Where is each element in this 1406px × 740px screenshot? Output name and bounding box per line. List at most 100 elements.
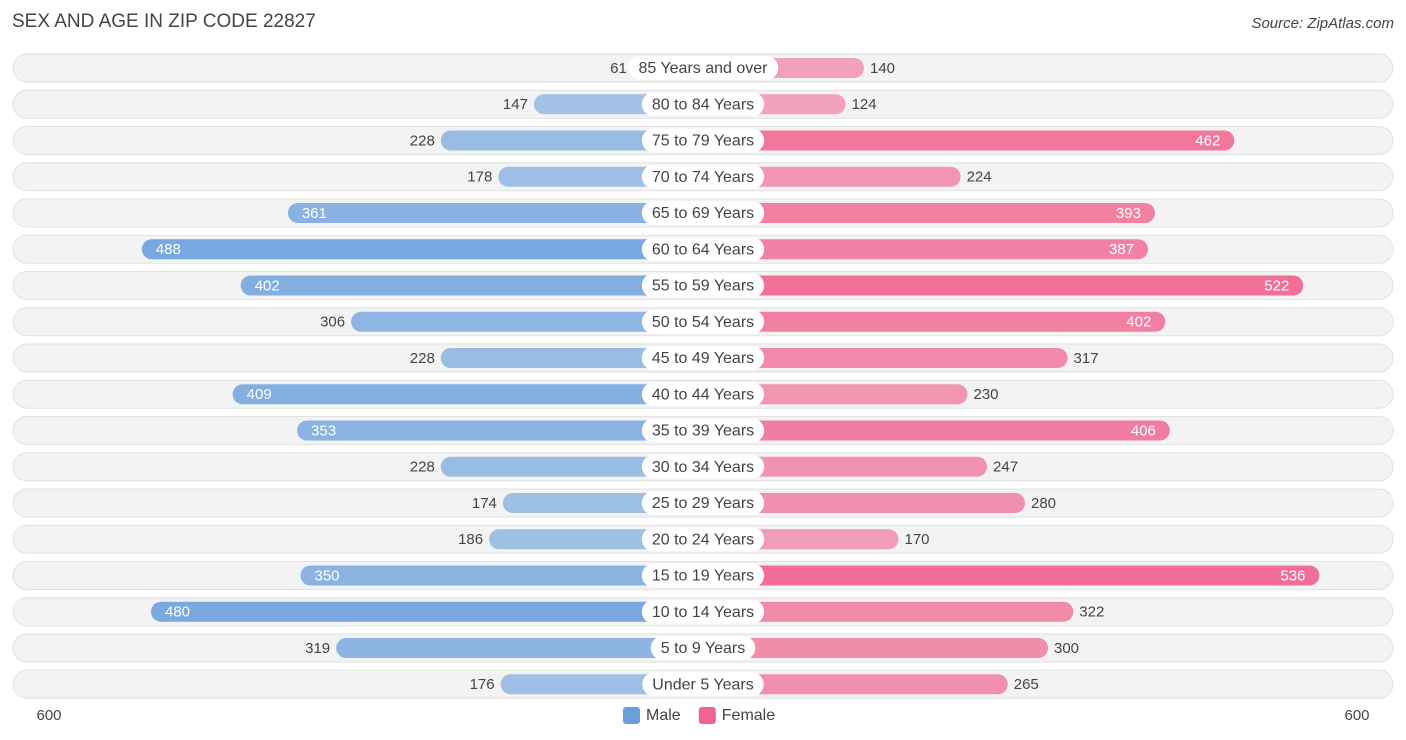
bar [703, 674, 1008, 695]
value-label: 393 [1116, 205, 1141, 222]
category-pill [642, 672, 764, 697]
legend-label: Female [722, 707, 775, 724]
category-pill [641, 418, 765, 443]
legend-swatch [698, 707, 716, 724]
value-label: 228 [410, 350, 435, 367]
value-label: 224 [967, 169, 992, 186]
value-label: 170 [905, 531, 930, 548]
category-label: 25 to 29 Years [652, 495, 754, 512]
category-pill [641, 273, 765, 298]
bar [703, 239, 1149, 260]
source: Source: ZipAtlas.com [1251, 15, 1394, 32]
category-label: 50 to 54 Years [652, 314, 754, 331]
value-label: 247 [993, 459, 1018, 476]
chart-title: SEX AND AGE IN ZIP CODE 22827 [12, 11, 316, 32]
bar [232, 384, 703, 405]
bar [703, 130, 1235, 151]
value-label: 265 [1014, 676, 1039, 693]
bar [141, 239, 704, 260]
category-label: 70 to 74 Years [652, 169, 754, 186]
category-label: 35 to 39 Years [652, 423, 754, 440]
bar [703, 166, 961, 187]
value-label: 319 [305, 640, 330, 657]
value-label: 350 [315, 567, 340, 584]
category-pill [641, 382, 765, 407]
category-pill [641, 237, 765, 262]
value-label: 317 [1074, 350, 1099, 367]
value-label: 353 [311, 422, 336, 439]
category-label: 60 to 64 Years [652, 241, 754, 258]
bar [297, 420, 703, 441]
bar [300, 565, 703, 586]
category-label: 55 to 59 Years [652, 278, 754, 295]
category-label: 30 to 34 Years [652, 459, 754, 476]
category-pill [641, 527, 765, 552]
value-label: 480 [165, 604, 190, 621]
bar [240, 275, 703, 296]
value-label: 462 [1195, 132, 1220, 149]
value-label: 178 [467, 169, 492, 186]
bar [440, 456, 703, 477]
bar [703, 275, 1304, 296]
category-label: Under 5 Years [652, 676, 753, 693]
bar [703, 203, 1155, 223]
bar [703, 384, 968, 405]
value-label: 176 [470, 676, 495, 693]
category-pill [641, 128, 765, 153]
bar [440, 130, 703, 151]
value-label: 522 [1264, 277, 1289, 294]
bar [703, 601, 1074, 622]
category-label: 40 to 44 Years [652, 386, 754, 403]
value-label: 186 [458, 531, 483, 548]
category-pill [641, 164, 765, 189]
value-label: 228 [410, 459, 435, 476]
value-label: 409 [247, 386, 272, 403]
category-label: 45 to 49 Years [652, 350, 754, 367]
category-pill [641, 599, 765, 624]
category-pill [641, 92, 765, 117]
bar [703, 456, 988, 477]
category-label: 75 to 79 Years [652, 133, 754, 150]
category-pill [641, 309, 765, 334]
value-label: 406 [1131, 422, 1156, 439]
value-label: 228 [410, 132, 435, 149]
value-label: 300 [1054, 640, 1079, 657]
value-label: 230 [974, 386, 999, 403]
bar [703, 348, 1068, 368]
value-label: 174 [472, 495, 497, 512]
bar [703, 493, 1025, 513]
value-label: 280 [1031, 495, 1056, 512]
value-label: 402 [1126, 314, 1151, 331]
bar [703, 311, 1166, 332]
value-label: 140 [870, 60, 895, 77]
value-label: 361 [302, 205, 327, 222]
bar [440, 348, 703, 368]
bar [336, 638, 703, 658]
category-pill [641, 454, 765, 479]
bar [351, 311, 703, 332]
category-pill [650, 636, 756, 660]
bar [703, 420, 1170, 441]
value-label: 387 [1109, 241, 1134, 258]
value-label: 402 [255, 277, 280, 294]
category-pill [641, 201, 765, 225]
bar [703, 565, 1320, 586]
value-label: 536 [1280, 567, 1305, 584]
legend-label: Male [646, 707, 681, 724]
legend-swatch [623, 707, 640, 724]
category-pill [641, 491, 765, 515]
category-pill [641, 563, 765, 588]
x-tick-label: 600 [1344, 707, 1369, 724]
value-label: 488 [156, 241, 181, 258]
value-label: 124 [852, 96, 877, 113]
category-label: 65 to 69 Years [652, 205, 754, 222]
value-label: 61 [610, 60, 627, 77]
value-label: 147 [503, 96, 528, 113]
category-label: 85 Years and over [639, 60, 769, 77]
category-label: 10 to 14 Years [652, 604, 754, 621]
category-label: 5 to 9 Years [661, 640, 746, 657]
bar [703, 638, 1048, 658]
x-tick-label: 600 [36, 707, 61, 724]
bar [151, 601, 703, 622]
